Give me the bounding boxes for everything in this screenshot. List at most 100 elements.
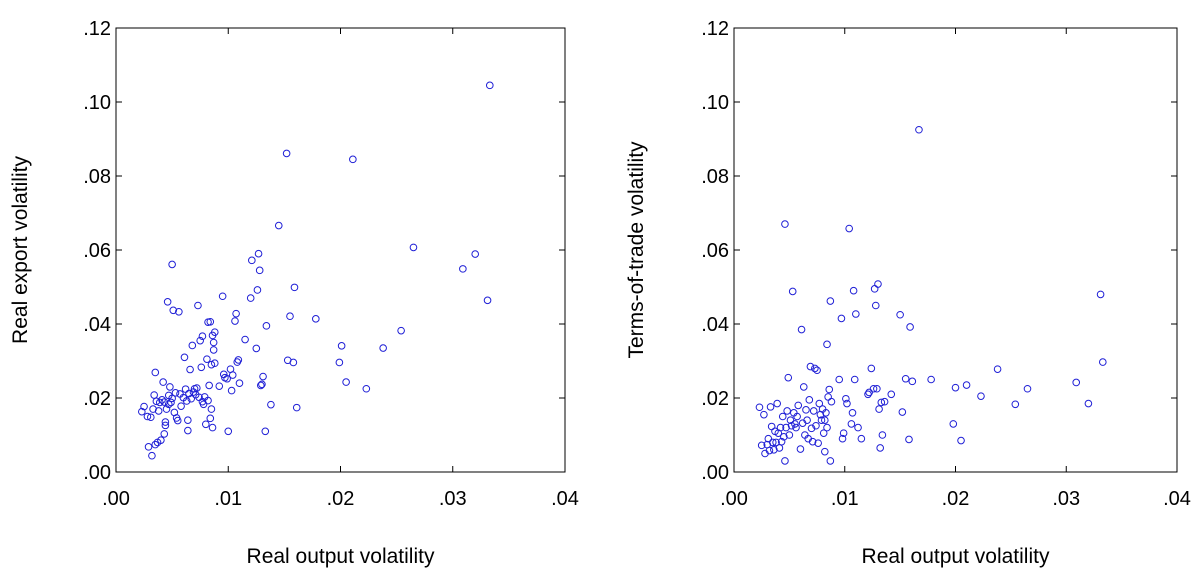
data-point [792,423,800,432]
plot-frame [733,27,1178,473]
data-point [807,424,816,433]
data-point [794,401,803,410]
data-point [150,391,158,399]
data-point [231,317,239,325]
x-axis-title: Real output volatility [247,545,435,568]
data-point [337,342,346,350]
data-point [781,220,789,228]
data-point [162,405,171,413]
data-point [843,399,851,408]
data-point [159,378,167,386]
y-tick-label: .12 [83,18,111,40]
data-point [776,423,785,432]
data-point [765,446,774,455]
x-tick-label: .04 [1163,488,1191,510]
data-point [877,398,886,407]
data-point [815,399,824,408]
data-point [342,378,350,386]
x-tick-label: .00 [720,488,748,510]
data-point [196,336,204,345]
data-point [168,394,176,403]
data-point [901,374,910,383]
data-point [880,397,889,406]
data-point [777,437,786,446]
data-point [876,444,884,452]
y-tick-label: .06 [83,240,111,262]
data-point [809,407,818,415]
data-point [847,420,856,428]
data-point [206,317,215,326]
data-point [845,224,853,233]
data-point [459,265,467,273]
data-point [485,81,494,90]
data-point [1098,358,1107,366]
data-point [224,427,233,436]
data-point [768,438,777,447]
data-point [811,364,819,373]
data-point [205,381,213,390]
data-point [168,260,176,269]
data-point [826,297,835,305]
data-point [210,328,219,336]
data-point [773,399,781,408]
x-tick-label: .01 [831,488,859,510]
x-axis-title: Real output volatility [862,545,1050,568]
data-point [805,396,814,404]
y-tick-label: .02 [83,388,111,410]
data-point [207,360,216,369]
data-point [274,221,283,230]
data-point [814,439,822,447]
data-point [258,380,266,389]
x-tick-label: .04 [551,488,579,510]
data-point [857,434,866,443]
data-point [228,371,237,379]
y-tick-label: .06 [701,240,729,262]
y-axis-title: Terms-of-trade volatility [625,141,648,359]
data-point [248,256,256,265]
data-point [784,373,793,382]
data-point [193,384,201,392]
data-point [252,344,261,353]
data-point [977,392,985,400]
plot-frame [115,27,566,473]
data-point [209,338,218,347]
data-point [241,335,249,344]
data-point [906,323,914,331]
data-point [146,413,155,422]
data-point [148,451,156,460]
y-tick-label: .12 [701,18,729,40]
data-point [1072,378,1081,387]
y-tick-label: .10 [83,92,111,114]
data-point [182,397,191,405]
data-point [151,440,160,449]
data-point [819,429,828,437]
data-point [138,407,146,416]
data-point [767,422,776,431]
data-point [151,368,160,377]
data-point [483,296,492,305]
data-point [871,301,880,310]
data-point [849,286,858,295]
data-point [181,385,190,393]
data-point [813,366,821,375]
data-point [171,389,180,397]
data-point [197,363,206,372]
data-point [852,310,860,318]
data-point [806,362,815,371]
data-point [837,314,846,323]
data-point [817,416,826,425]
data-point [255,266,264,275]
data-point [778,412,787,421]
data-point [312,315,320,323]
x-tick-label: .02 [327,488,355,510]
data-point [259,372,267,381]
x-tick-label: .03 [1052,488,1080,510]
data-point [409,243,418,252]
data-point [781,457,789,465]
data-point [188,341,197,350]
data-point [842,394,850,403]
data-point [896,310,904,319]
y-tick-label: .10 [701,92,729,114]
data-point [848,409,857,417]
data-point [854,423,862,432]
